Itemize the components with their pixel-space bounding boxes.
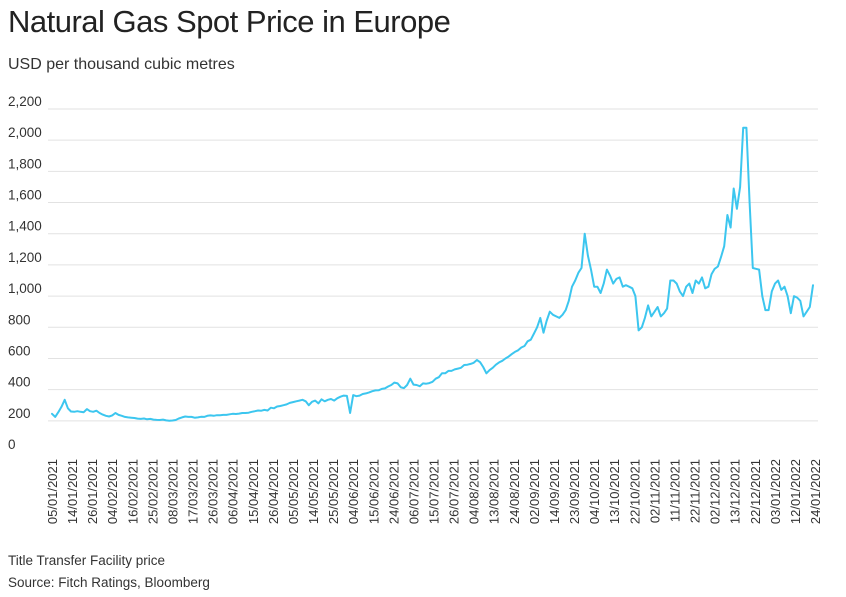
- y-tick-label: 200: [8, 406, 31, 421]
- y-tick-label: 400: [8, 375, 31, 390]
- chart-note: Title Transfer Facility price: [8, 553, 166, 568]
- chart-subtitle: USD per thousand cubic metres: [8, 56, 235, 73]
- x-tick-label: 26/03/2021: [206, 459, 221, 524]
- y-tick-label: 1,400: [8, 219, 42, 234]
- x-tick-label: 13/10/2021: [607, 459, 622, 524]
- x-tick-label: 05/01/2021: [45, 459, 60, 524]
- chart-title: Natural Gas Spot Price in Europe: [8, 4, 451, 39]
- x-tick-label: 15/06/2021: [366, 459, 381, 524]
- x-tick-label: 13/08/2021: [487, 459, 502, 524]
- x-tick-label: 06/07/2021: [406, 459, 421, 524]
- x-tick-label: 11/11/2021: [667, 459, 682, 522]
- x-tick-label: 15/04/2021: [246, 459, 261, 524]
- x-tick-label: 05/05/2021: [286, 459, 301, 524]
- y-tick-label: 2,200: [8, 94, 42, 109]
- x-tick-label: 22/12/2021: [748, 459, 763, 524]
- x-tick-label: 14/09/2021: [547, 459, 562, 524]
- y-tick-label: 0: [8, 437, 16, 452]
- y-tick-label: 1,600: [8, 188, 42, 203]
- x-tick-label: 08/03/2021: [165, 459, 180, 524]
- x-tick-label: 02/12/2021: [708, 459, 723, 524]
- x-tick-label: 25/05/2021: [326, 459, 341, 524]
- x-tick-label: 04/08/2021: [467, 459, 482, 524]
- x-tick-label: 04/02/2021: [105, 459, 120, 524]
- x-tick-label: 24/01/2022: [808, 459, 823, 524]
- y-tick-label: 1,000: [8, 281, 42, 296]
- x-tick-label: 03/01/2022: [768, 459, 783, 524]
- series-line: [51, 126, 814, 422]
- x-tick-label: 22/10/2021: [627, 459, 642, 524]
- grid-lines: [48, 108, 818, 422]
- x-tick-label: 26/01/2021: [85, 459, 100, 524]
- x-tick-label: 14/01/2021: [65, 459, 80, 524]
- x-tick-label: 26/07/2021: [447, 459, 462, 524]
- x-tick-label: 13/12/2021: [728, 459, 743, 524]
- line-chart: 0 200 400 600 800 1,000 1,200 1,400 1,600 1,800 2,…: [8, 94, 823, 524]
- y-tick-label: 1,800: [8, 156, 42, 171]
- x-tick-label: 25/02/2021: [145, 459, 160, 524]
- x-tick-label: 04/06/2021: [346, 459, 361, 524]
- x-tick-label: 02/11/2021: [647, 459, 662, 523]
- x-tick-label: 22/11/2021: [688, 459, 703, 523]
- x-tick-label: 23/09/2021: [567, 459, 582, 524]
- y-tick-label: 2,000: [8, 125, 42, 140]
- x-tick-label: 15/07/2021: [427, 459, 442, 524]
- x-tick-label: 14/05/2021: [306, 459, 321, 524]
- x-tick-label: 17/03/2021: [186, 459, 201, 524]
- x-tick-label: 24/08/2021: [507, 459, 522, 524]
- x-tick-label: 06/04/2021: [226, 459, 241, 524]
- chart-source: Source: Fitch Ratings, Bloomberg: [8, 575, 210, 590]
- y-axis-ticks: 0 200 400 600 800 1,000 1,200 1,400 1,600 1,800 2,…: [8, 94, 42, 452]
- x-tick-label: 12/01/2022: [788, 459, 803, 524]
- y-tick-label: 800: [8, 312, 31, 327]
- x-axis-ticks: 05/01/2021 14/01/2021 26/01/2021 04/02/2021…: [45, 459, 823, 524]
- y-tick-label: 1,200: [8, 250, 42, 265]
- x-tick-label: 02/09/2021: [527, 459, 542, 524]
- y-tick-label: 600: [8, 343, 31, 358]
- x-tick-label: 24/06/2021: [386, 459, 401, 524]
- x-tick-label: 16/02/2021: [125, 459, 140, 524]
- x-tick-label: 04/10/2021: [587, 459, 602, 524]
- x-tick-label: 26/04/2021: [266, 459, 281, 524]
